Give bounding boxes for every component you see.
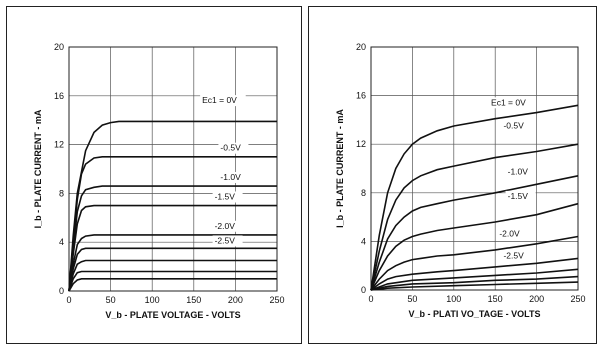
curve-label: -2.0V <box>215 221 236 231</box>
y-tick-label: 8 <box>59 188 64 198</box>
y-tick-label: 8 <box>361 188 366 198</box>
x-tick-label: 50 <box>106 295 116 305</box>
series-line <box>370 281 579 291</box>
series-line <box>68 278 277 292</box>
series-line <box>370 104 579 291</box>
series-line <box>68 120 277 292</box>
x-tick-label: 0 <box>368 294 373 304</box>
x-tick-label: 150 <box>488 294 503 304</box>
curve-label-background <box>497 228 528 240</box>
series-line <box>370 175 579 291</box>
curve-label: -1.5V <box>508 191 529 201</box>
x-tick-label: 200 <box>529 294 544 304</box>
plot-frame <box>370 46 579 291</box>
y-axis-label: I_b - PLATE CURRENT - mA <box>33 109 43 228</box>
y-tick-label: 0 <box>361 285 366 295</box>
left-chart-panel: 0 50 100 150 200 250 0 4 8 12 16 20 Ec1 = 0V -0.5V -1.… <box>6 6 302 344</box>
y-tick-label: 16 <box>356 91 366 101</box>
series-line <box>370 202 579 291</box>
series-line <box>68 247 277 292</box>
curve-label-background <box>212 220 243 232</box>
x-tick-label: 150 <box>186 295 201 305</box>
curve-label: -0.5V <box>220 143 241 153</box>
curve-label: Ec1 = 0V <box>202 95 237 105</box>
plate-characteristics-chart-left: 0 50 100 150 200 250 0 4 8 12 16 20 Ec1 = 0V -0.5V -1.… <box>33 42 285 320</box>
curve-label-background <box>218 142 249 154</box>
curve-label-background <box>501 120 532 132</box>
series-line <box>68 185 277 292</box>
series-line <box>68 234 277 292</box>
y-tick-label: 20 <box>54 42 64 52</box>
curve-label-background <box>501 250 532 262</box>
series-line <box>370 257 579 291</box>
y-tick-label: 20 <box>356 42 366 52</box>
y-tick-label: 16 <box>54 91 64 101</box>
x-tick-label: 200 <box>228 295 243 305</box>
y-tick-label: 0 <box>59 286 64 296</box>
y-tick-label: 4 <box>59 237 64 247</box>
curve-label: -2.5V <box>503 250 524 260</box>
right-chart-panel: 0 50 100 150 200 250 0 4 8 12 16 20 Ec1 = 0V -0.5V -1.… <box>308 6 597 344</box>
series-line <box>370 143 579 291</box>
series-line <box>68 259 277 292</box>
series-line <box>68 156 277 292</box>
curve-label: Ec1 = 0V <box>491 97 526 107</box>
curve-label-background <box>212 235 243 247</box>
y-tick-label: 12 <box>356 139 366 149</box>
x-axis-label: V_b - PLATI VO_TAGE - VOLTS <box>408 309 540 319</box>
x-tick-label: 0 <box>66 295 71 305</box>
plate-characteristics-chart-right: 0 50 100 150 200 250 0 4 8 12 16 20 Ec1 = 0V -0.5V -1.… <box>335 42 586 319</box>
y-tick-label: 12 <box>54 140 64 150</box>
series-line <box>68 204 277 292</box>
curve-label-background <box>218 171 249 183</box>
x-tick-label: 100 <box>145 295 160 305</box>
x-axis-label: V_b - PLATE VOLTAGE - VOLTS <box>105 310 240 320</box>
curve-label: -2.5V <box>215 235 236 245</box>
x-tick-label: 250 <box>570 294 585 304</box>
series-line <box>370 235 579 291</box>
curve-label: -1.0V <box>508 167 529 177</box>
curve-label: -0.5V <box>503 120 524 130</box>
curve-label: -1.5V <box>215 192 236 202</box>
plot-frame <box>68 46 278 292</box>
curve-label-background <box>505 166 536 178</box>
y-axis-label: I_b - PLATE CURRENT - mA <box>335 109 345 228</box>
series-line <box>370 268 579 291</box>
curve-label: -1.0V <box>220 172 241 182</box>
curve-label-background <box>200 95 246 107</box>
x-tick-label: 250 <box>269 295 284 305</box>
x-tick-label: 100 <box>446 294 461 304</box>
curve-label-background <box>212 191 243 203</box>
y-tick-label: 4 <box>361 236 366 246</box>
curve-label-background <box>489 97 535 109</box>
series-line <box>370 275 579 291</box>
curve-label-background <box>505 190 536 202</box>
x-tick-label: 50 <box>407 294 417 304</box>
curve-label: -2.0V <box>499 229 520 239</box>
series-line <box>68 270 277 292</box>
